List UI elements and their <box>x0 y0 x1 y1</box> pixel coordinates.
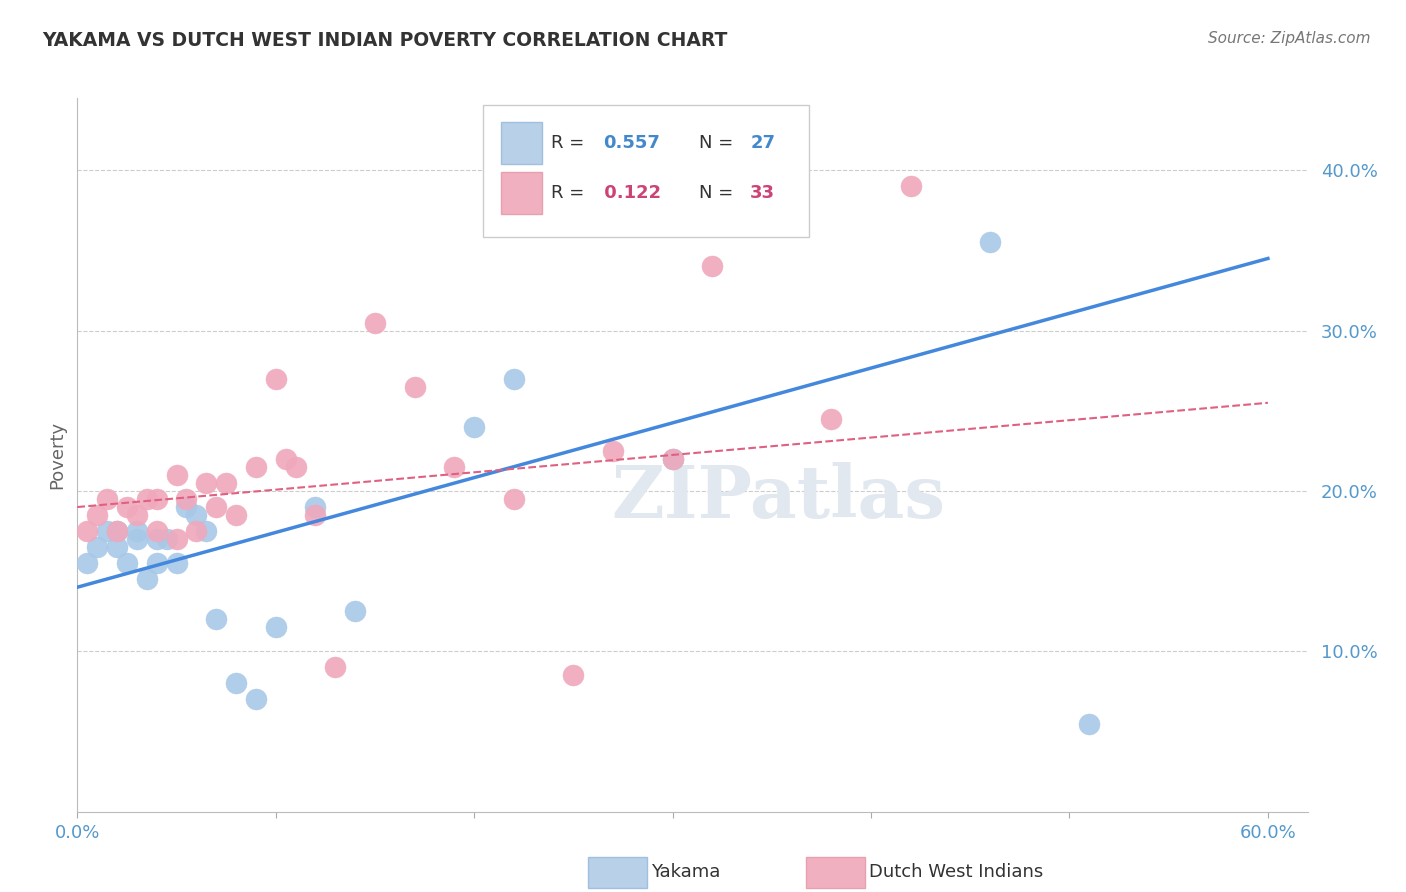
Point <box>145 532 167 546</box>
Point <box>245 459 267 474</box>
Text: Source: ZipAtlas.com: Source: ZipAtlas.com <box>1208 31 1371 46</box>
Point <box>76 524 98 538</box>
Point <box>502 372 524 386</box>
Point <box>443 459 465 474</box>
Point <box>264 372 287 386</box>
Point <box>215 475 238 490</box>
Point <box>900 179 922 194</box>
Point <box>225 676 247 690</box>
Point <box>135 491 157 506</box>
Point <box>463 420 485 434</box>
Point <box>176 500 198 514</box>
FancyBboxPatch shape <box>484 105 810 237</box>
Point <box>323 660 346 674</box>
Point <box>661 451 683 466</box>
FancyBboxPatch shape <box>501 172 543 214</box>
Text: YAKAMA VS DUTCH WEST INDIAN POVERTY CORRELATION CHART: YAKAMA VS DUTCH WEST INDIAN POVERTY CORR… <box>42 31 727 50</box>
Point <box>245 692 267 706</box>
Point <box>125 532 148 546</box>
Point <box>86 508 108 522</box>
Text: 27: 27 <box>751 134 775 152</box>
Y-axis label: Poverty: Poverty <box>48 421 66 489</box>
Point <box>205 500 228 514</box>
Point <box>274 451 297 466</box>
Point <box>1078 716 1101 731</box>
Point <box>820 412 842 426</box>
Text: ZIPatlas: ZIPatlas <box>612 462 946 533</box>
Text: 0.122: 0.122 <box>598 184 661 202</box>
Point <box>115 500 138 514</box>
Point <box>304 500 326 514</box>
Point <box>264 620 287 634</box>
Point <box>702 260 724 274</box>
Point <box>195 475 218 490</box>
Point <box>304 508 326 522</box>
Point <box>105 524 128 538</box>
Point <box>96 491 118 506</box>
Text: Dutch West Indians: Dutch West Indians <box>869 863 1043 881</box>
Point <box>562 668 585 682</box>
Point <box>125 524 148 538</box>
Point <box>76 556 98 570</box>
Point <box>96 524 118 538</box>
Point <box>115 556 138 570</box>
Point <box>602 444 624 458</box>
Point <box>166 556 188 570</box>
Point <box>205 612 228 626</box>
Point <box>135 572 157 586</box>
Point <box>145 524 167 538</box>
Text: Yakama: Yakama <box>651 863 720 881</box>
Point <box>176 491 198 506</box>
Point <box>145 556 167 570</box>
Text: R =: R = <box>551 184 591 202</box>
Point <box>225 508 247 522</box>
Text: N =: N = <box>699 134 738 152</box>
FancyBboxPatch shape <box>501 122 543 164</box>
Text: 0.557: 0.557 <box>603 134 659 152</box>
Point <box>105 540 128 554</box>
Point <box>186 524 208 538</box>
Point <box>86 540 108 554</box>
Text: N =: N = <box>699 184 738 202</box>
Point <box>125 508 148 522</box>
Point <box>195 524 218 538</box>
Point <box>364 316 387 330</box>
Point <box>145 491 167 506</box>
Point <box>344 604 367 618</box>
Point <box>284 459 307 474</box>
Point <box>186 508 208 522</box>
Point <box>502 491 524 506</box>
Text: 33: 33 <box>751 184 775 202</box>
Point <box>979 235 1001 250</box>
Point <box>105 524 128 538</box>
Text: R =: R = <box>551 134 591 152</box>
Point <box>166 467 188 482</box>
Point <box>166 532 188 546</box>
Point <box>661 451 683 466</box>
Point <box>156 532 179 546</box>
Point <box>404 380 426 394</box>
